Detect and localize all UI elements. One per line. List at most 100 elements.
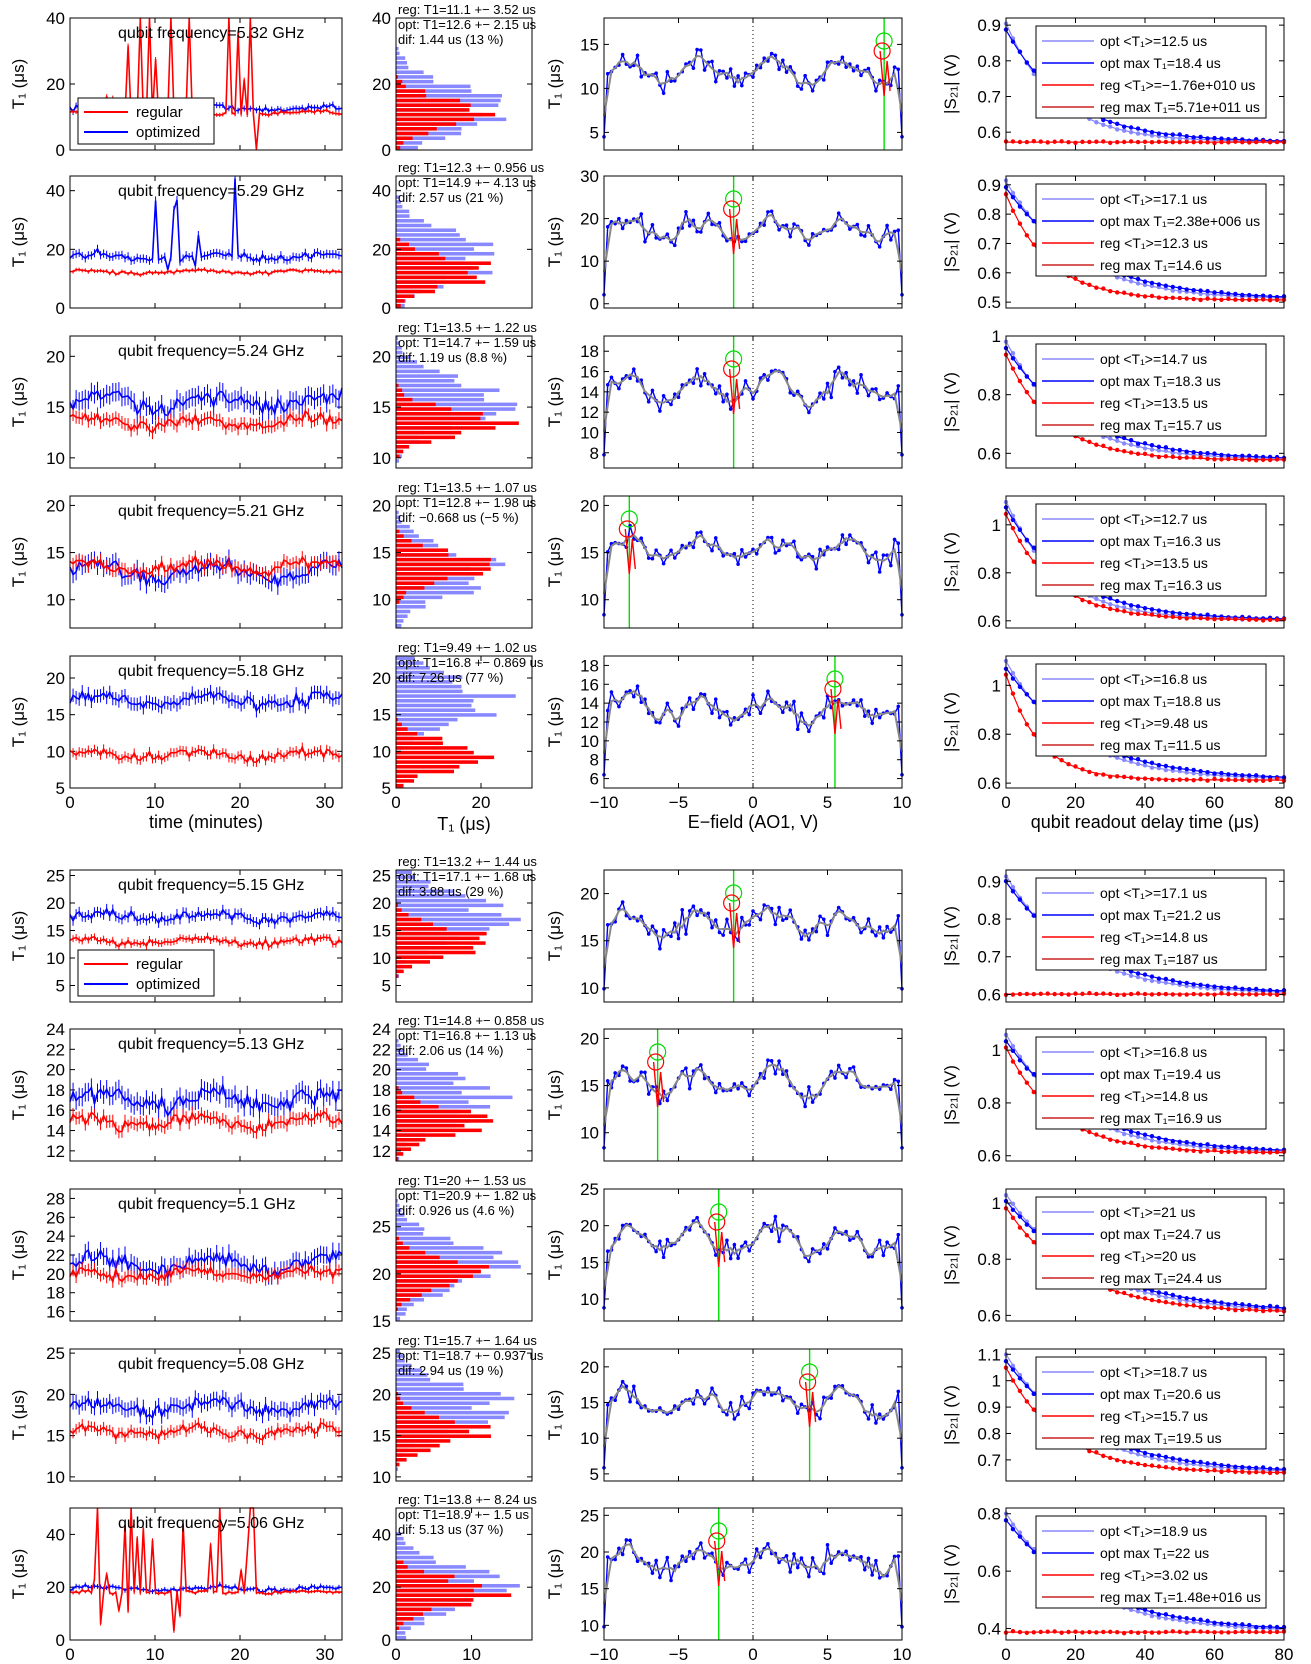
regular-histogram-bar <box>396 1114 488 1118</box>
regular-histogram-bar <box>396 1462 400 1467</box>
regular-histogram-bar <box>396 1406 412 1410</box>
efield-t1-point <box>866 223 871 228</box>
efield-t1-point <box>740 1081 744 1085</box>
efield-t1-point <box>784 1069 789 1073</box>
efield-t1-point <box>691 66 696 70</box>
efield-t1-point <box>769 906 774 911</box>
time-series-ytick-label: 20 <box>46 894 65 913</box>
efield-ytick-label: 10 <box>580 79 599 98</box>
efield-t1-point <box>866 917 871 921</box>
efield-t1-point <box>672 79 677 83</box>
optimized-series-line <box>69 1248 343 1281</box>
optimized-histogram-bar <box>396 713 497 717</box>
efield-t1-point <box>840 704 845 708</box>
histogram-stats-line: reg: T1=13.2 +− 1.44 us <box>398 854 537 869</box>
regular-histogram-bar <box>396 280 486 284</box>
efield-t1-point <box>844 1075 848 1080</box>
efield-t1-point <box>818 1416 822 1421</box>
efield-t1-point <box>829 1396 834 1400</box>
efield-t1-point <box>620 226 625 231</box>
regular-histogram-bar <box>396 266 479 270</box>
efield-ytick-label: 10 <box>580 1290 599 1309</box>
efield-t1-point <box>751 396 755 401</box>
efield-smoothed-line <box>603 1220 903 1290</box>
time-series-ytick-label: 0 <box>56 1631 65 1650</box>
optimized-histogram-bar <box>396 619 404 623</box>
regular-histogram-bar <box>396 1410 425 1415</box>
efield-t1-point <box>862 714 867 718</box>
regular-histogram-bar <box>396 84 406 89</box>
histogram-stats-line: reg: T1=20 +− 1.53 us <box>398 1173 527 1188</box>
decay-legend-label: reg <T₁>=20 us <box>1100 1248 1196 1264</box>
optimized-histogram-bar <box>396 364 424 369</box>
efield-t1-point <box>877 1412 882 1416</box>
decay-ytick-label: 1 <box>992 676 1001 695</box>
efield-t1-point <box>870 721 874 725</box>
regular-histogram-bar <box>396 1246 410 1250</box>
efield-t1-point <box>799 711 804 715</box>
optimized-histogram-bar <box>396 684 462 689</box>
efield-t1-point <box>702 1076 707 1081</box>
decay-ylabel: |S₂₁| (V) <box>941 54 960 114</box>
efield-t1-point <box>639 74 644 79</box>
efield-ytick-label: 15 <box>580 1394 599 1413</box>
efield-t1-point <box>896 1389 901 1394</box>
regular-series-line <box>69 1264 343 1285</box>
optimized-histogram-bar <box>396 247 475 251</box>
efield-t1-point <box>821 1242 826 1246</box>
efield-t1-point <box>825 60 830 64</box>
optimized-histogram-bar <box>396 1373 428 1377</box>
regular-histogram-bar <box>396 1109 472 1114</box>
decay-legend-label: reg max T₁=11.5 us <box>1100 737 1221 753</box>
efield-t1-point <box>881 1253 886 1258</box>
efield-t1-point <box>661 1255 666 1260</box>
regular-histogram-bar <box>396 529 400 534</box>
efield-t1-point <box>672 556 677 560</box>
efield-t1-point <box>740 1394 744 1399</box>
efield-t1-point <box>695 531 699 535</box>
decay-legend-label: reg max T₁=24.4 us <box>1100 1270 1222 1286</box>
optimized-histogram-bar <box>396 1090 462 1095</box>
optimized-histogram-bar <box>396 1415 505 1420</box>
regular-histogram-bar <box>396 1458 407 1462</box>
histogram-frame <box>395 175 533 309</box>
optimized-histogram-bar <box>396 661 424 665</box>
decay-legend-label: reg <T₁>=12.3 us <box>1100 235 1208 251</box>
decay-legend-label: reg max T₁=16.9 us <box>1100 1110 1222 1126</box>
optimized-histogram-bar <box>396 1081 454 1085</box>
optimized-histogram-bar <box>396 70 424 74</box>
optimized-marker-circle <box>710 1203 728 1221</box>
optimized-marker-circle <box>826 670 844 688</box>
efield-t1-point <box>889 1087 893 1091</box>
efield-t1-point <box>844 1229 848 1234</box>
efield-t1-point <box>821 78 826 82</box>
efield-t1-point <box>605 224 610 229</box>
regular-histogram-bar <box>396 1298 411 1302</box>
regular-histogram-bar <box>396 435 455 440</box>
efield-t1-point <box>691 707 696 711</box>
efield-t1-point <box>743 71 748 75</box>
time-series-xtick-label: 20 <box>231 793 250 812</box>
time-series-ytick-label: 22 <box>46 1040 65 1059</box>
regular-histogram-bar <box>396 774 418 778</box>
histogram-stats-line: opt: T1=17.1 +− 1.68 us <box>398 869 537 884</box>
regular-scan-spike <box>728 208 741 255</box>
efield-t1-point <box>762 1076 766 1080</box>
efield-ytick-label: 5 <box>590 1465 599 1484</box>
time-series-ytick-label: 10 <box>46 449 65 468</box>
efield-t1-point <box>632 1384 636 1389</box>
optimized-marker-circle <box>725 350 743 368</box>
optimized-histogram-bar <box>396 350 403 355</box>
efield-t1-point <box>736 1412 740 1417</box>
efield-t1-point <box>732 84 737 88</box>
regular-histogram-bar <box>396 1415 439 1420</box>
regular-histogram-bar <box>396 534 404 538</box>
optimized-histogram-bar <box>396 1053 408 1057</box>
histogram-ytick-label: 12 <box>372 1142 391 1161</box>
histogram-ytick-label: 20 <box>372 669 391 688</box>
efield-t1-point <box>814 929 819 934</box>
efield-t1-point <box>844 65 848 69</box>
efield-t1-point <box>695 913 699 918</box>
optimized-histogram-bar <box>396 694 516 698</box>
